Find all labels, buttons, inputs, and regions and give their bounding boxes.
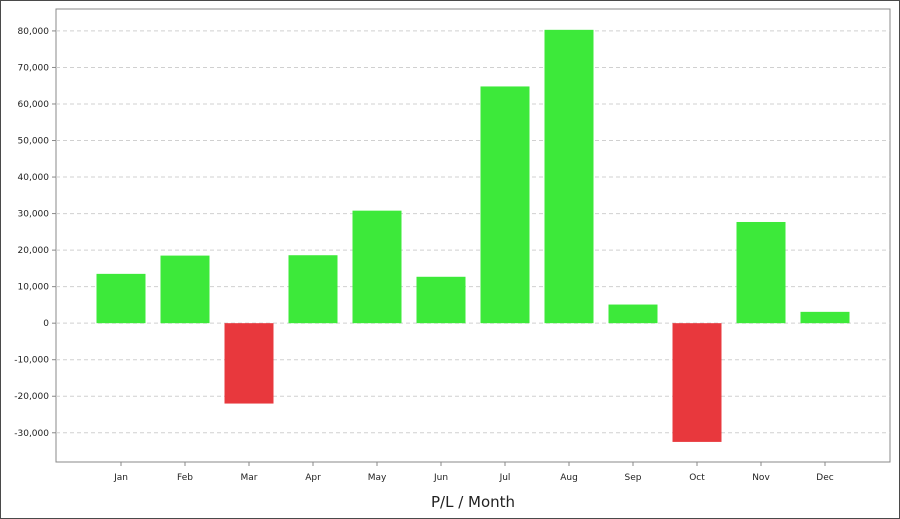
x-tick-label: Feb xyxy=(177,473,193,483)
x-tick-label: Jan xyxy=(113,473,128,483)
bar-oct xyxy=(672,323,722,442)
x-tick-label: Mar xyxy=(241,473,258,483)
x-tick-label: Oct xyxy=(689,473,705,483)
y-tick-label: -30,000 xyxy=(14,429,49,439)
y-tick-label: -20,000 xyxy=(14,392,49,402)
y-tick-label: 0 xyxy=(43,319,49,329)
y-tick-label: 40,000 xyxy=(18,173,50,183)
y-axis-ticks: 80,000 70,000 60,000 50,000 40,000 30,000 20,0… xyxy=(14,27,56,439)
x-tick-label: Dec xyxy=(816,473,833,483)
bar-aug xyxy=(544,29,594,324)
y-tick-label: 50,000 xyxy=(18,137,50,147)
y-tick-label: 30,000 xyxy=(18,210,50,220)
y-tick-label: 20,000 xyxy=(18,246,50,256)
y-tick-label: 60,000 xyxy=(18,100,50,110)
bars xyxy=(96,29,850,442)
bar-sep xyxy=(608,304,658,324)
x-tick-label: Aug xyxy=(560,473,578,483)
x-tick-label: Jul xyxy=(499,473,511,483)
bar-mar xyxy=(224,323,274,404)
bar-jun xyxy=(416,276,466,324)
bar-may xyxy=(352,210,402,324)
x-tick-label: Apr xyxy=(305,473,321,483)
x-tick-label: May xyxy=(368,473,387,483)
bar-jul xyxy=(480,86,530,324)
y-tick-label: 70,000 xyxy=(18,63,50,73)
y-tick-label: 10,000 xyxy=(18,283,50,293)
x-tick-label: Sep xyxy=(625,473,642,483)
x-tick-label: Jun xyxy=(433,473,448,483)
bar-nov xyxy=(736,221,786,324)
x-axis-title: P/L / Month xyxy=(431,493,515,511)
bar-apr xyxy=(288,255,338,324)
bar-feb xyxy=(160,255,210,324)
y-tick-label: 80,000 xyxy=(18,27,50,37)
bar-dec xyxy=(800,311,850,324)
y-tick-label: -10,000 xyxy=(14,356,49,366)
bar-jan xyxy=(96,273,146,324)
x-axis-ticks: Jan Feb Mar Apr May Jun Jul Aug Sep Oct Nov Dec xyxy=(113,462,834,483)
x-tick-label: Nov xyxy=(752,473,770,483)
